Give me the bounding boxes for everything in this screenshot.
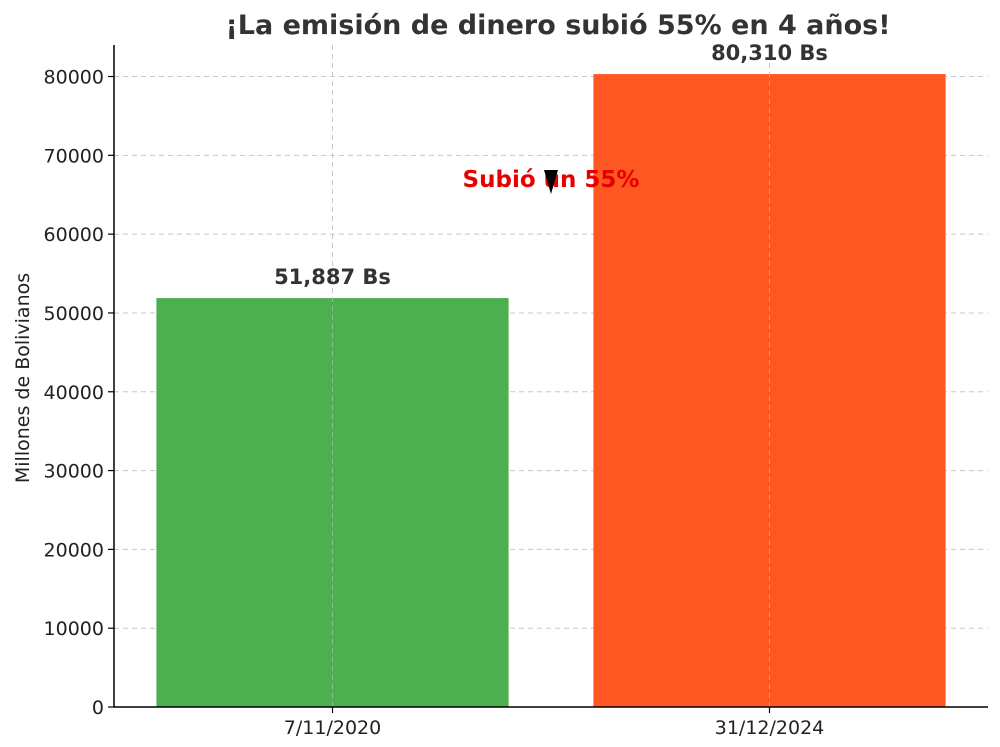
annotation-arrow-icon xyxy=(544,169,558,194)
data-label: 51,887 Bs xyxy=(274,265,391,289)
y-tick-label: 50000 xyxy=(44,303,104,325)
bar-layer xyxy=(156,45,946,708)
y-tick-label: 30000 xyxy=(44,461,104,483)
y-tick-label: 70000 xyxy=(44,145,104,167)
axis-layer xyxy=(108,45,988,713)
label-layer: 0 10000 20000 30000 40000 50000 60000 70000 8000… xyxy=(44,41,828,739)
y-tick-label: 60000 xyxy=(44,224,104,246)
y-tick-label: 80000 xyxy=(44,67,104,89)
x-tick-label: 7/11/2020 xyxy=(284,717,381,739)
chart-title: ¡La emisión de dinero subió 55% en 4 año… xyxy=(225,10,890,41)
y-axis-label: Millones de Bolivianos xyxy=(12,273,34,483)
x-tick-label: 31/12/2024 xyxy=(715,717,825,739)
data-label: 80,310 Bs xyxy=(711,41,828,65)
bar-1 xyxy=(156,298,509,707)
annotation: Subió un 55% xyxy=(463,167,639,194)
y-tick-label: 20000 xyxy=(44,539,104,561)
y-tick-label: 40000 xyxy=(44,382,104,404)
y-tick-label: 10000 xyxy=(44,618,104,640)
y-tick-label: 0 xyxy=(92,697,104,719)
